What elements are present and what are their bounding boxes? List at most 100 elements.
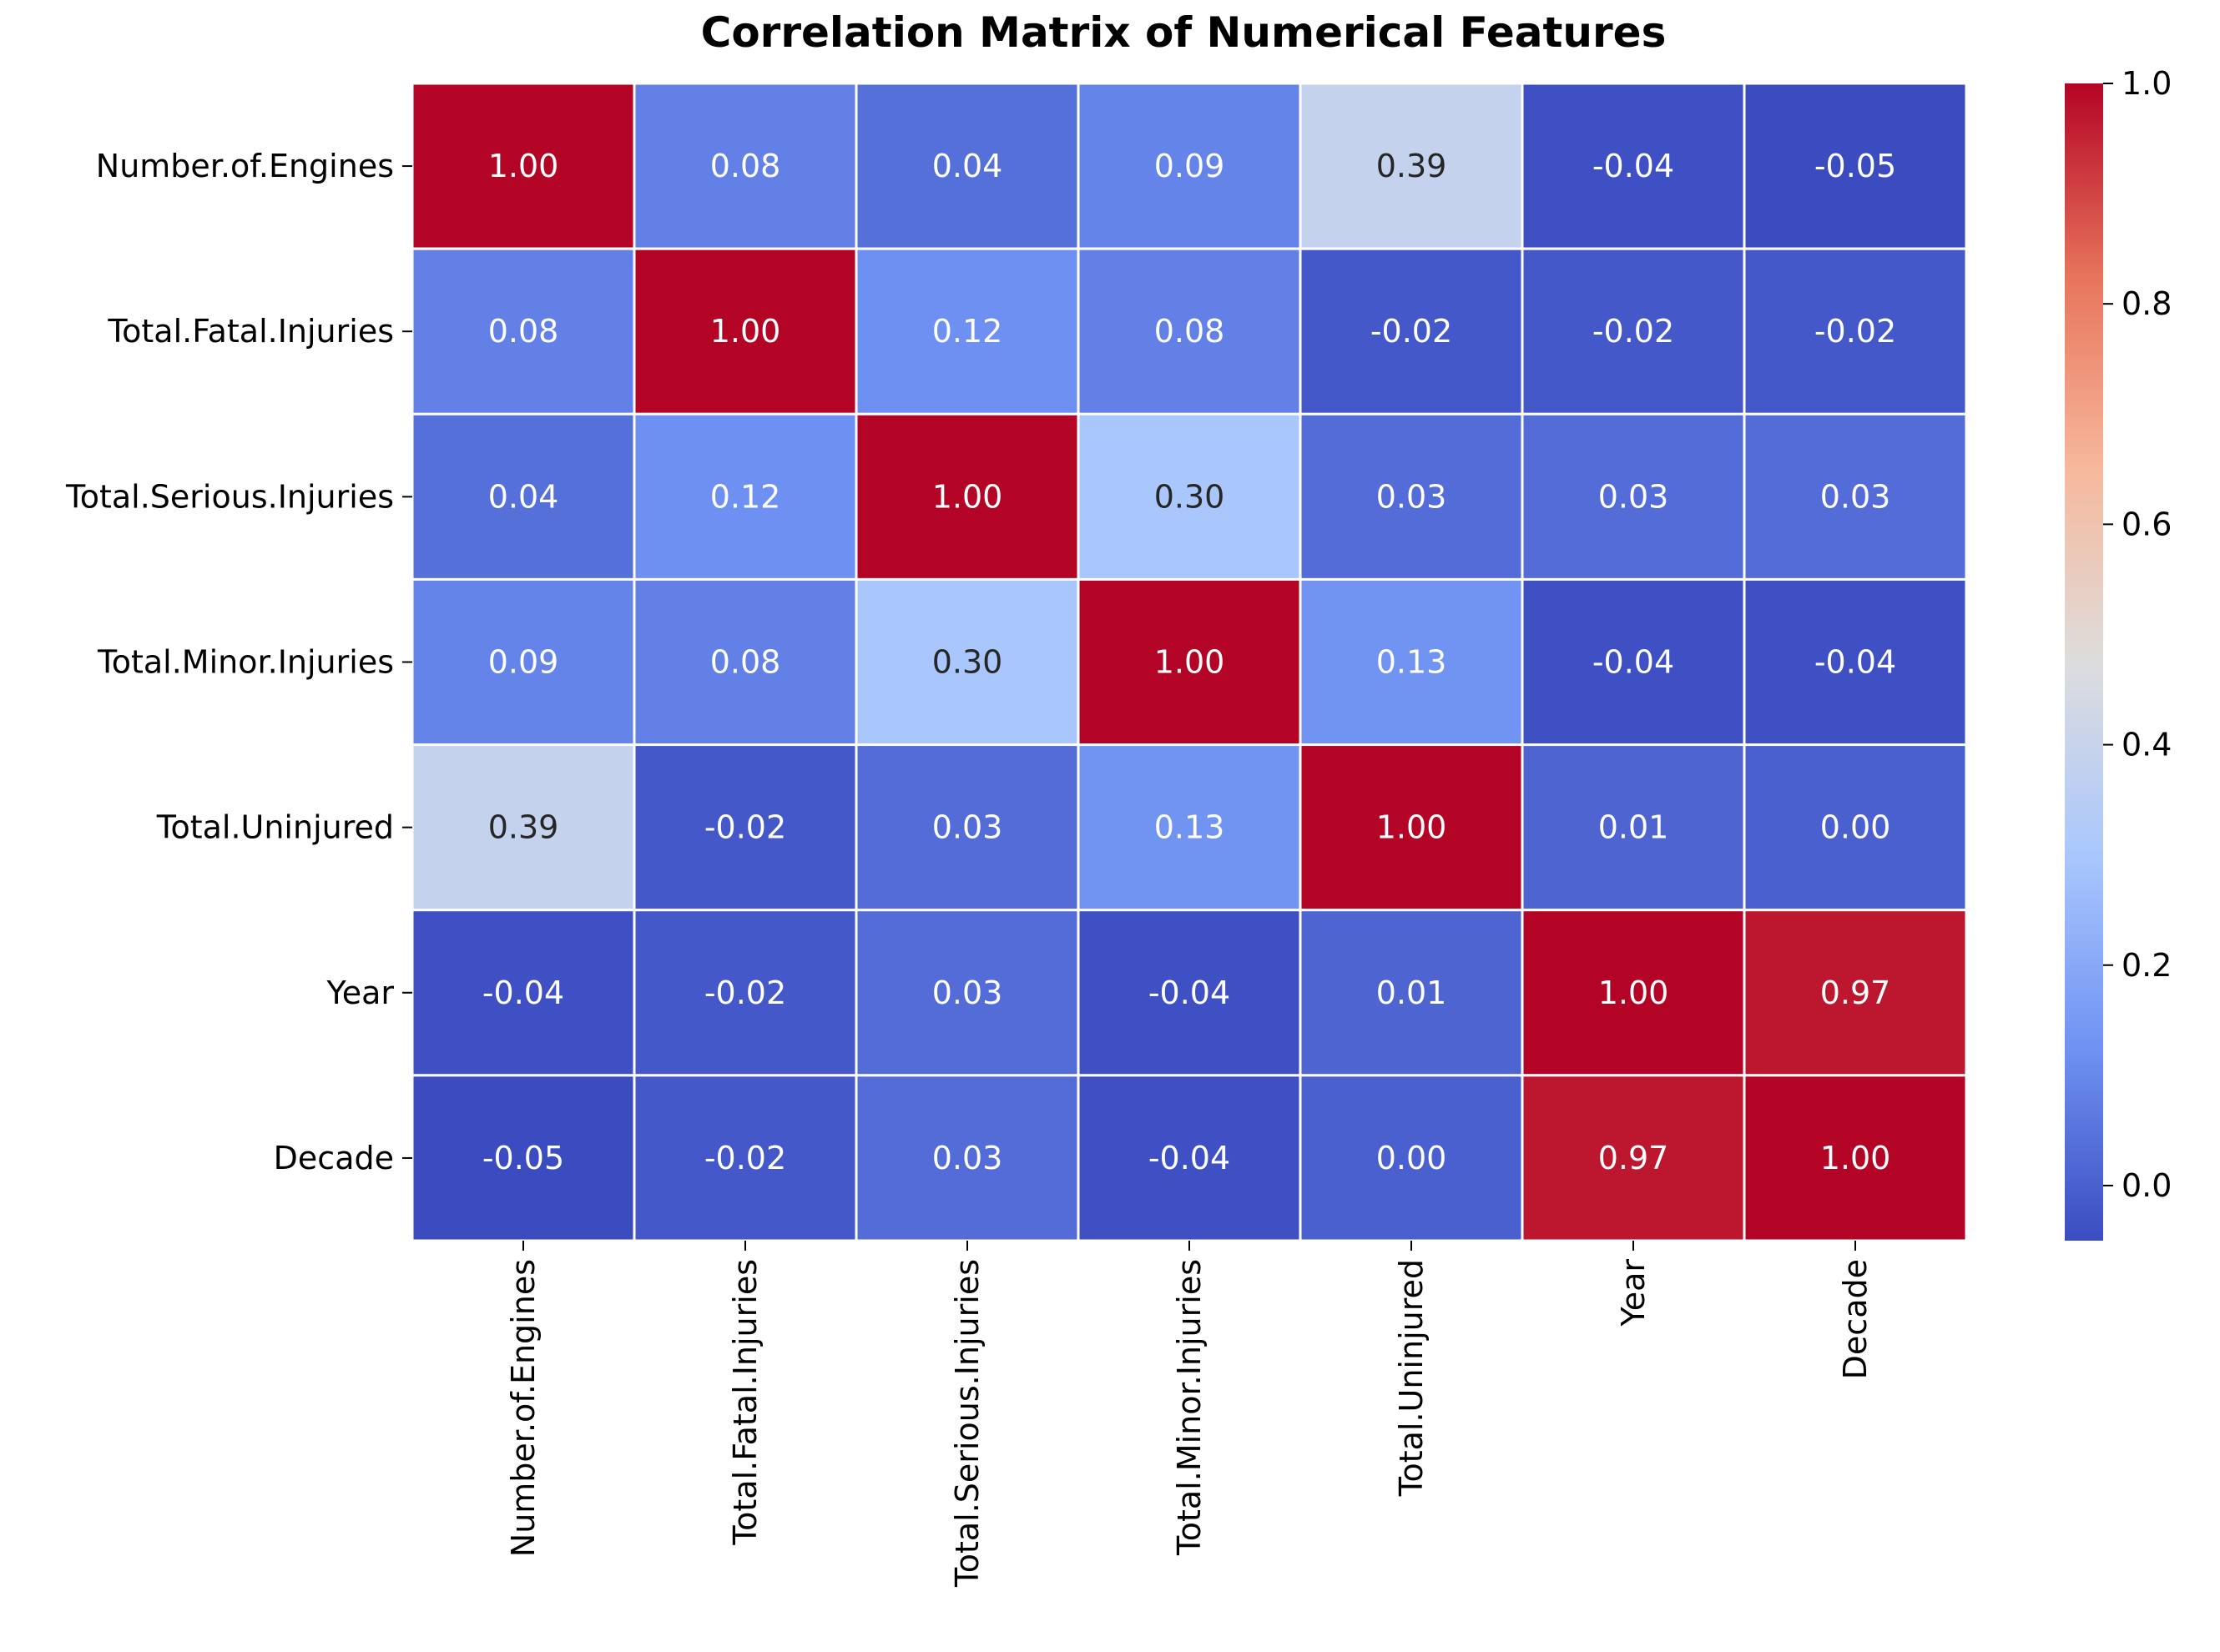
cell-value-label: -0.04	[1148, 1140, 1230, 1176]
cell-value-label: 1.00	[1154, 644, 1225, 681]
heatmap-cell	[1521, 577, 1746, 747]
colorbar-tick-label: 0.0	[2122, 1167, 2172, 1204]
heatmap-cell	[1299, 82, 1524, 250]
heatmap-cell	[1077, 412, 1302, 581]
colorbar-gradient	[2065, 83, 2103, 1241]
column-label: Total.Serious.Injuries	[949, 1259, 986, 1588]
cell-value-label: 0.39	[488, 809, 559, 846]
column-label: Decade	[1837, 1259, 1874, 1379]
column-label: Total.Minor.Injuries	[1171, 1259, 1208, 1556]
cell-value-label: 0.08	[710, 148, 781, 184]
heatmap-cell	[411, 743, 636, 912]
heatmap-cell	[855, 743, 1080, 912]
cell-value-label: -0.02	[704, 975, 786, 1011]
cell-value-label: 0.03	[932, 975, 1003, 1011]
heatmap-cell	[1743, 1074, 1968, 1242]
cell-value-label: 0.01	[1598, 809, 1669, 846]
heatmap-cell	[1299, 412, 1524, 581]
heatmap-cell	[633, 577, 858, 747]
heatmap-cell	[1299, 909, 1524, 1077]
cell-value-label: 0.13	[1376, 644, 1447, 681]
cell-value-label: 0.13	[1154, 809, 1225, 846]
cell-value-label: 0.08	[1154, 313, 1225, 350]
cell-value-label: -0.04	[1592, 644, 1674, 681]
cell-value-label: 1.00	[710, 313, 781, 350]
cell-value-label: 0.09	[1154, 148, 1225, 184]
heatmap-cells	[411, 82, 1968, 1242]
row-label: Total.Fatal.Injuries	[107, 313, 394, 350]
heatmap-cell	[1743, 577, 1968, 747]
colorbar: 0.0 0.2 0.4 0.6 0.8 1.0	[2065, 65, 2172, 1241]
cell-value-label: 0.39	[1376, 148, 1447, 184]
heatmap-cell	[633, 82, 858, 250]
heatmap-cell	[855, 82, 1080, 250]
cell-value-label: 0.97	[1598, 1140, 1669, 1176]
heatmap-cell	[411, 577, 636, 747]
column-labels: Number.of.Engines Total.Fatal.Injuries Tot…	[505, 1241, 1874, 1588]
column-label: Number.of.Engines	[505, 1259, 542, 1557]
cell-value-label: 0.08	[710, 644, 781, 681]
heatmap-cell	[855, 412, 1080, 581]
cell-value-label: 0.04	[932, 148, 1003, 184]
cell-value-label: 0.04	[488, 478, 559, 515]
heatmap-cell	[1521, 82, 1746, 250]
cell-value-label: 0.12	[710, 478, 781, 515]
row-label: Decade	[274, 1140, 394, 1176]
cell-value-label: 0.03	[932, 1140, 1003, 1176]
heatmap-cell	[1077, 82, 1302, 250]
cell-annotations: 1.00 0.08 0.04 0.09 0.39 -0.04 -0.05 0.08 1.00 0.…	[482, 148, 1896, 1176]
cell-value-label: -0.05	[1814, 148, 1896, 184]
row-label: Total.Uninjured	[156, 809, 394, 846]
cell-value-label: 1.00	[1598, 975, 1669, 1011]
cell-value-label: 0.30	[1154, 478, 1225, 515]
heatmap-cell	[855, 1074, 1080, 1242]
cell-value-label: -0.02	[1814, 313, 1896, 350]
heatmap-cell	[855, 247, 1080, 416]
heatmap-cell	[1077, 1074, 1302, 1242]
cell-value-label: 1.00	[1376, 809, 1447, 846]
heatmap-cell	[1743, 909, 1968, 1077]
heatmap-cell	[411, 1074, 636, 1242]
heatmap-cell	[633, 412, 858, 581]
colorbar-tick-label: 0.4	[2122, 727, 2172, 763]
heatmap-cell	[411, 82, 636, 250]
colorbar-tick-label: 1.0	[2122, 65, 2172, 102]
row-labels: Number.of.Engines Total.Fatal.Injuries Tot…	[65, 148, 412, 1176]
colorbar-tick-label: 0.8	[2122, 285, 2172, 322]
cell-value-label: 0.03	[932, 809, 1003, 846]
heatmap-cell	[1299, 1074, 1524, 1242]
cell-value-label: 0.00	[1820, 809, 1891, 846]
cell-value-label: 0.09	[488, 644, 559, 681]
cell-value-label: -0.02	[704, 809, 786, 846]
cell-value-label: 1.00	[1820, 1140, 1891, 1176]
row-label: Year	[326, 975, 395, 1011]
heatmap-cell	[1077, 909, 1302, 1077]
cell-value-label: -0.04	[1592, 148, 1674, 184]
cell-value-label: 0.12	[932, 313, 1003, 350]
cell-value-label: 0.30	[932, 644, 1003, 681]
heatmap-cell	[411, 909, 636, 1077]
cell-value-label: -0.02	[704, 1140, 786, 1176]
heatmap-cell	[1743, 247, 1968, 416]
cell-value-label: 0.03	[1820, 478, 1891, 515]
cell-value-label: 0.01	[1376, 975, 1447, 1011]
cell-value-label: -0.02	[1370, 313, 1452, 350]
heatmap-cell	[855, 909, 1080, 1077]
column-label: Total.Uninjured	[1393, 1259, 1430, 1497]
heatmap-cell	[1521, 247, 1746, 416]
cell-value-label: 0.00	[1376, 1140, 1447, 1176]
heatmap-cell	[1077, 577, 1302, 747]
cell-value-label: 0.97	[1820, 975, 1891, 1011]
cell-value-label: 0.03	[1598, 478, 1669, 515]
cell-value-label: -0.04	[482, 975, 564, 1011]
row-label: Total.Serious.Injuries	[65, 478, 394, 515]
column-label: Total.Fatal.Injuries	[727, 1259, 764, 1546]
cell-value-label: -0.05	[482, 1140, 564, 1176]
chart-title: Correlation Matrix of Numerical Features	[701, 8, 1667, 57]
colorbar-tick-label: 0.6	[2122, 506, 2172, 542]
row-label: Number.of.Engines	[96, 148, 394, 184]
heatmap-cell	[1299, 247, 1524, 416]
cell-value-label: 1.00	[932, 478, 1003, 515]
